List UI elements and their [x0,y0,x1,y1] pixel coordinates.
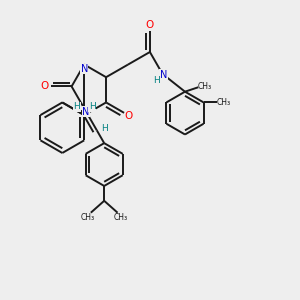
Text: H: H [74,102,80,111]
Text: O: O [124,110,133,121]
Text: O: O [40,82,48,92]
Text: CH₃: CH₃ [198,82,212,91]
Text: O: O [146,20,154,30]
Text: H: H [153,76,160,85]
Text: CH₃: CH₃ [80,213,94,222]
Text: CH₃: CH₃ [216,98,230,107]
Text: H: H [101,124,108,133]
Text: N: N [80,64,88,74]
Text: N: N [160,70,167,80]
Text: N: N [82,106,89,116]
Text: CH₃: CH₃ [114,213,128,222]
Text: H: H [89,102,96,111]
